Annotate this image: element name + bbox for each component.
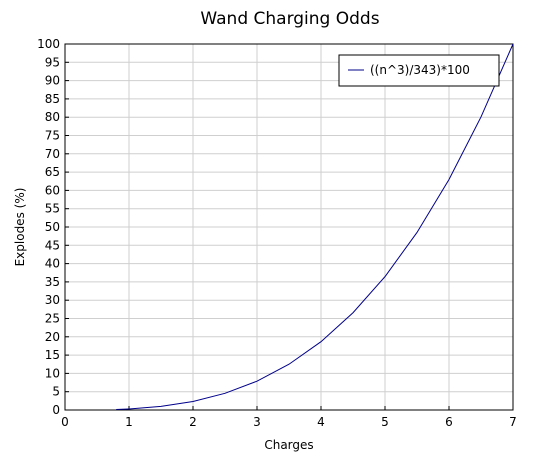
- x-tick-label: 6: [445, 415, 453, 429]
- y-tick-label: 65: [45, 165, 60, 179]
- y-tick-label: 85: [45, 92, 60, 106]
- axis-ticks: [64, 43, 514, 411]
- grid-lines: [65, 44, 513, 410]
- x-tick-label: 7: [509, 415, 517, 429]
- y-tick-label: 40: [45, 257, 60, 271]
- y-tick-label: 25: [45, 312, 60, 326]
- y-tick-label: 50: [45, 220, 60, 234]
- series-lines: [116, 43, 514, 410]
- y-tick-label: 20: [45, 330, 60, 344]
- x-tick-label: 0: [61, 415, 69, 429]
- y-tick-label: 80: [45, 110, 60, 124]
- legend-box: [338, 54, 500, 87]
- x-tick-label: 5: [381, 415, 389, 429]
- y-tick-label: 70: [45, 147, 60, 161]
- y-tick-label: 75: [45, 129, 60, 143]
- legend-label: ((n^3)/343)*100: [370, 63, 470, 77]
- x-tick-label: 3: [253, 415, 261, 429]
- y-tick-label: 5: [52, 385, 60, 399]
- y-tick-label: 90: [45, 74, 60, 88]
- y-axis-label: Explodes (%): [13, 188, 27, 267]
- y-tick-label: 10: [45, 366, 60, 380]
- x-tick-label: 4: [317, 415, 325, 429]
- x-tick-label: 1: [125, 415, 133, 429]
- y-tick-label: 100: [37, 37, 60, 51]
- y-tick-label: 30: [45, 293, 60, 307]
- series-line-0: [116, 43, 514, 410]
- y-tick-label: 0: [52, 403, 60, 417]
- y-tick-labels: 0 5 10 15 20 25 30 35 40 45 50 55 60 65 70 75 80 85 90 95 10…: [37, 37, 60, 417]
- x-tick-label: 2: [189, 415, 197, 429]
- y-tick-label: 55: [45, 202, 60, 216]
- chart-title: Wand Charging Odds: [200, 9, 379, 29]
- y-tick-label: 35: [45, 275, 60, 289]
- legend: ((n^3)/343)*100: [338, 54, 500, 87]
- x-tick-labels: 0 1 2 3 4 5 6 7: [61, 415, 517, 429]
- y-tick-label: 45: [45, 238, 60, 252]
- y-tick-label: 15: [45, 348, 60, 362]
- x-axis-label: Charges: [264, 438, 313, 452]
- y-tick-label: 95: [45, 55, 60, 69]
- y-tick-label: 60: [45, 183, 60, 197]
